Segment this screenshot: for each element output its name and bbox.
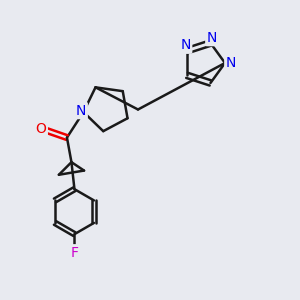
Text: F: F: [70, 246, 79, 260]
Text: N: N: [76, 103, 86, 118]
Text: N: N: [207, 31, 217, 45]
Text: O: O: [35, 122, 46, 136]
Text: N: N: [180, 38, 191, 52]
Text: N: N: [226, 56, 236, 70]
